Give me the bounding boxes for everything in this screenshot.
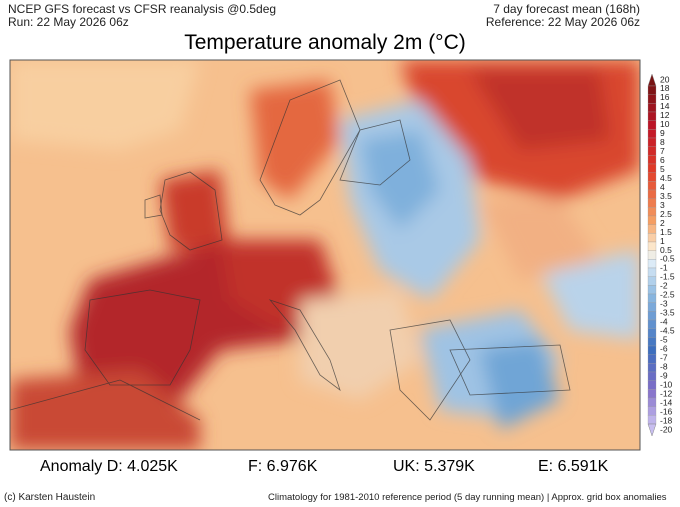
colorbar-top [647, 73, 657, 87]
colorbar-label: -20 [660, 424, 673, 434]
colorbar-segment [647, 285, 657, 295]
colorbar-segment [647, 94, 657, 104]
colorbar-label: 12 [660, 110, 670, 120]
colorbar-label: 7 [660, 146, 665, 156]
colorbar-label: -1 [660, 263, 668, 273]
colorbar-label: 3 [660, 200, 665, 210]
colorbar-segment [647, 345, 657, 355]
colorbar-label: 16 [660, 92, 670, 102]
colorbar-label: 10 [660, 119, 670, 129]
colorbar-segment [647, 241, 657, 251]
colorbar-label: -4 [660, 317, 668, 327]
colorbar-label: 1.5 [660, 227, 672, 237]
colorbar-segment [647, 415, 657, 425]
colorbar-label: -3.5 [660, 308, 675, 318]
colorbar-segment [647, 328, 657, 338]
colorbar-label: -8 [660, 361, 668, 371]
colorbar-label: 1 [660, 236, 665, 246]
colorbar-segment [647, 146, 657, 156]
colorbar-label: -4.5 [660, 326, 675, 336]
colorbar-label: -1.5 [660, 272, 675, 282]
colorbar-segment [647, 172, 657, 182]
colorbar-segment [647, 198, 657, 208]
colorbar-label: -2 [660, 281, 668, 291]
colorbar-label: -3 [660, 299, 668, 309]
colorbar-segment [647, 319, 657, 329]
colorbar-label: -10 [660, 379, 673, 389]
colorbar-label: 18 [660, 83, 670, 93]
colorbar-segment [647, 103, 657, 113]
colorbar-label: -5 [660, 335, 668, 345]
colorbar-segment [647, 259, 657, 269]
copyright: (c) Karsten Haustein [4, 492, 96, 503]
coastlines [10, 79, 571, 421]
colorbar-label: 4.5 [660, 173, 672, 183]
colorbar-segment [647, 181, 657, 191]
forecast-info: 7 day forecast mean (168h) [493, 2, 640, 16]
colorbar-segment [647, 189, 657, 199]
colorbar-label: 9 [660, 128, 665, 138]
colorbar-segment [647, 337, 657, 347]
anomaly-uk: UK: 5.379K [393, 458, 475, 475]
colorbar-label: 6 [660, 155, 665, 165]
colorbar-segment [647, 129, 657, 139]
anomaly-spain: E: 6.591K [538, 458, 609, 475]
colorbar-segment [647, 163, 657, 173]
colorbar-segment [647, 293, 657, 303]
colorbar-label: 4 [660, 182, 665, 192]
colorbar-segment [647, 224, 657, 234]
map-frame [9, 59, 641, 451]
colorbar-segment [647, 371, 657, 381]
colorbar-segment [647, 267, 657, 277]
colorbar-segment [647, 302, 657, 312]
anomaly-france: F: 6.976K [248, 458, 318, 475]
colorbar-label: 8 [660, 137, 665, 147]
colorbar-label: -7 [660, 352, 668, 362]
colorbar-label: -6 [660, 343, 668, 353]
colorbar-segment [647, 111, 657, 121]
colorbar-segment [647, 207, 657, 217]
colorbar-segment [647, 155, 657, 165]
colorbar-segment [647, 311, 657, 321]
colorbar-segment [647, 397, 657, 407]
colorbar-segment [647, 85, 657, 95]
colorbar-label: 20 [660, 74, 670, 84]
colorbar-label: 2 [660, 218, 665, 228]
colorbar-segment [647, 406, 657, 416]
colorbar-segment [647, 250, 657, 260]
colorbar-segment [647, 380, 657, 390]
colorbar-segment [647, 363, 657, 373]
colorbar-segment [647, 276, 657, 286]
colorbar-label: 2.5 [660, 209, 672, 219]
colorbar-label: -0.5 [660, 254, 675, 264]
colorbar-label: 3.5 [660, 191, 672, 201]
colorbar-label: 14 [660, 101, 670, 111]
colorbar-label: -9 [660, 370, 668, 380]
colorbar-label: -14 [660, 397, 673, 407]
colorbar-segment [647, 389, 657, 399]
colorbar-label: -12 [660, 388, 673, 398]
anomaly-field [10, 60, 640, 450]
colorbar-label: -16 [660, 406, 673, 416]
map-title: Temperature anomaly 2m (°C) [184, 31, 466, 54]
model-info: NCEP GFS forecast vs CFSR reanalysis @0.… [8, 2, 277, 16]
colorbar-label: 5 [660, 164, 665, 174]
reference-info: Reference: 22 May 2026 06z [485, 15, 640, 29]
colorbar-segment [647, 354, 657, 364]
colorbar-segment [647, 137, 657, 147]
colorbar-bottom [647, 423, 657, 437]
run-info: Run: 22 May 2026 06z [8, 15, 129, 29]
colorbar-label: -18 [660, 415, 673, 425]
colorbar-segment [647, 120, 657, 130]
climatology-note: Climatology for 1981-2010 reference peri… [268, 492, 667, 503]
colorbar-label: 0.5 [660, 245, 672, 255]
colorbar-label: -2.5 [660, 290, 675, 300]
colorbar-segment [647, 233, 657, 243]
anomaly-germany: Anomaly D: 4.025K [40, 458, 178, 475]
colorbar-segment [647, 215, 657, 225]
